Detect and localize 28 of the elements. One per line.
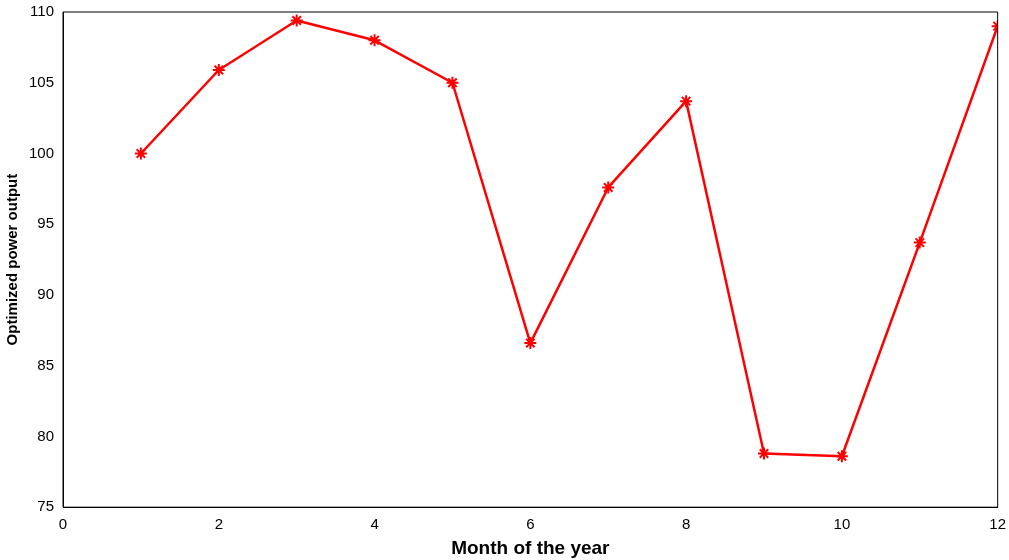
- x-tick-label: 10: [833, 515, 851, 533]
- point: [679, 94, 694, 109]
- point: [834, 449, 849, 464]
- x-tick-label: 0: [58, 515, 68, 533]
- point: [367, 33, 382, 48]
- y-tick-label: 80: [37, 426, 55, 444]
- y-tick-label: 95: [37, 214, 55, 232]
- x-tick-label: 6: [526, 515, 535, 533]
- y-tick-label: 90: [37, 285, 55, 303]
- point: [912, 235, 927, 250]
- y-tick-label: 75: [37, 497, 55, 515]
- x-tick-label: 12: [989, 515, 1006, 533]
- y-tick-label: 110: [30, 2, 55, 20]
- y-tick-label: 100: [29, 143, 55, 161]
- y-tick-label: 105: [29, 72, 55, 90]
- x-axis-title: Month of the year: [451, 536, 611, 558]
- y-axis-title: Optimized power output: [3, 173, 21, 346]
- y-tick-label: 85: [37, 355, 55, 373]
- point: [757, 446, 771, 461]
- point: [601, 180, 616, 195]
- x-tick-label: 4: [370, 515, 379, 533]
- point: [523, 336, 538, 351]
- x-tick-label: 8: [681, 515, 691, 533]
- x-tick-label: 2: [214, 515, 223, 533]
- point: [445, 75, 460, 90]
- point: [133, 146, 148, 161]
- point: [211, 63, 226, 78]
- point: [289, 13, 304, 28]
